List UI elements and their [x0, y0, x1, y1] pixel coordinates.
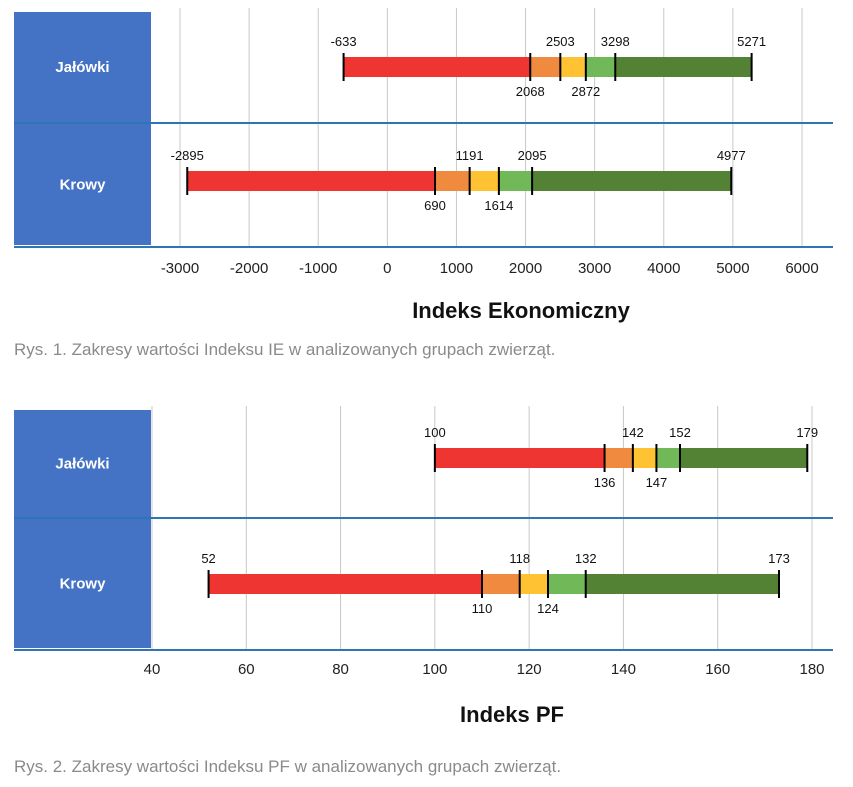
x-axis-title: Indeks Ekonomiczny: [412, 298, 630, 323]
bar-segment: [435, 171, 470, 191]
category-band: [14, 410, 151, 517]
chart-ie: Jałówki Krowy -633 2068 2503 2872 3298 5271 -289…: [14, 8, 833, 323]
value-label: 152: [669, 425, 691, 440]
value-label: 142: [622, 425, 644, 440]
bar-segment: [560, 57, 586, 77]
x-tick-label: 100: [422, 661, 447, 678]
x-tick-label: 5000: [716, 260, 749, 277]
x-tick-label: 160: [705, 661, 730, 678]
value-label: 5271: [737, 34, 766, 49]
value-label: 136: [594, 475, 616, 490]
x-tick-label: 40: [144, 661, 161, 678]
caption-pf: Rys. 2. Zakresy wartości Indeksu PF w an…: [14, 757, 562, 776]
x-tick-label: 2000: [509, 260, 542, 277]
x-tick-label: 0: [383, 260, 391, 277]
bar-segment: [530, 57, 561, 77]
bar-segment: [585, 574, 779, 594]
bar-segment: [615, 57, 752, 77]
x-tick-label: 180: [799, 661, 824, 678]
value-label: 1191: [456, 148, 484, 163]
value-label: 110: [472, 601, 493, 616]
bar-segment: [604, 448, 633, 468]
x-tick-label: 140: [611, 661, 636, 678]
x-axis-title: Indeks PF: [460, 702, 564, 727]
bar-segment: [469, 171, 499, 191]
bar-segment: [187, 171, 436, 191]
value-label: 3298: [601, 34, 630, 49]
category-label: Krowy: [60, 177, 107, 194]
value-label: 2095: [518, 148, 547, 163]
bar-segment: [343, 57, 531, 77]
x-tick-label: -1000: [299, 260, 337, 277]
category-band: [14, 124, 151, 245]
x-tick-label: 1000: [440, 260, 473, 277]
chart-pf: Jałówki Krowy 100 136 142 147 152 179 52 110 118 12…: [14, 406, 833, 727]
bar-segment: [548, 574, 586, 594]
bar-segment: [532, 171, 732, 191]
value-label: 118: [509, 551, 530, 566]
value-label: 100: [424, 425, 446, 440]
x-tick-label: 3000: [578, 260, 611, 277]
value-label: -2895: [171, 148, 204, 163]
value-label: 690: [424, 198, 446, 213]
bar-segment: [208, 574, 483, 594]
x-tick-label: 6000: [785, 260, 818, 277]
category-band: [14, 519, 151, 648]
value-label: -633: [331, 34, 357, 49]
value-label: 132: [575, 551, 597, 566]
x-tick-label: 80: [332, 661, 349, 678]
x-tick-label: -3000: [161, 260, 199, 277]
caption-ie: Rys. 1. Zakresy wartości Indeksu IE w an…: [14, 340, 556, 359]
category-label: Krowy: [60, 576, 107, 593]
bar-segment: [632, 448, 657, 468]
value-label: 147: [646, 475, 668, 490]
value-label: 2503: [546, 34, 575, 49]
category-band: [14, 12, 151, 122]
x-tick-label: 4000: [647, 260, 680, 277]
bar-segment: [680, 448, 808, 468]
bar-segment: [585, 57, 616, 77]
bar-segment: [434, 448, 605, 468]
x-tick-label: 120: [517, 661, 542, 678]
x-tick-label: 60: [238, 661, 255, 678]
category-label: Jałówki: [55, 456, 109, 473]
value-label: 4977: [717, 148, 746, 163]
value-label: 2872: [571, 84, 600, 99]
value-label: 173: [768, 551, 790, 566]
value-label: 52: [201, 551, 215, 566]
value-label: 179: [796, 425, 818, 440]
value-label: 2068: [516, 84, 545, 99]
value-label: 1614: [484, 198, 513, 213]
value-label: 124: [537, 601, 559, 616]
bar-segment: [519, 574, 548, 594]
bar-segment: [482, 574, 520, 594]
category-label: Jałówki: [55, 59, 109, 76]
bar-segment: [656, 448, 680, 468]
bar-segment: [498, 171, 533, 191]
x-tick-label: -2000: [230, 260, 268, 277]
